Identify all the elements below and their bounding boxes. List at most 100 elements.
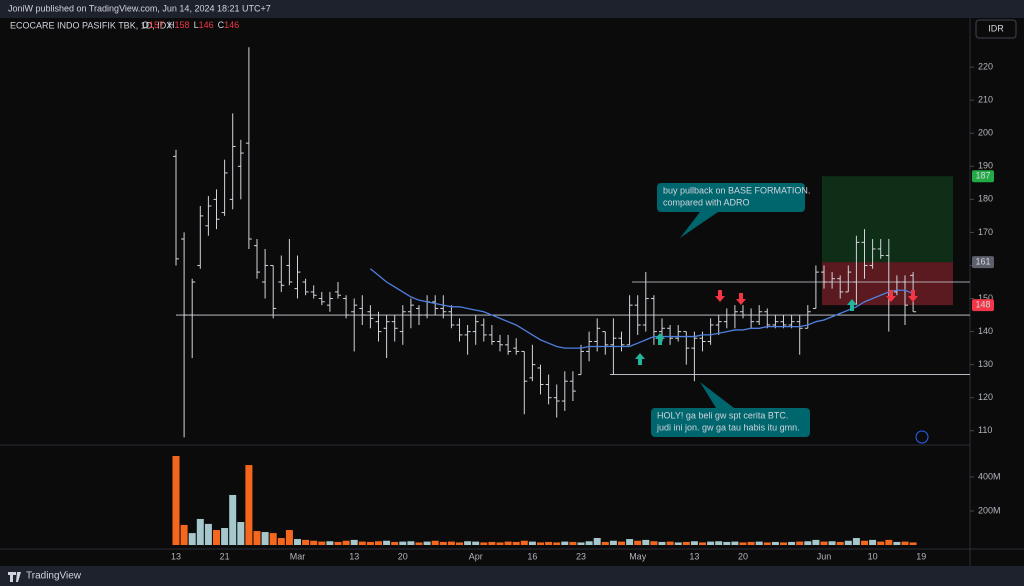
symbol-title: ECOCARE INDO PASIFIK TBK, 1D, IDX [10,20,172,30]
readout-value: 146 [199,20,214,30]
volume-bar [909,542,917,545]
volume-bar [577,542,585,545]
currency[interactable]: IDR [988,23,1004,33]
volume-bar [601,541,609,545]
volume-bar [666,541,674,545]
volume-bar [626,539,634,545]
y-tick-label: 190 [978,161,993,171]
volume-bar [350,539,358,545]
volume-tick-label: 400M [978,471,1001,481]
x-tick-label: 16 [527,551,537,561]
volume-bar [731,541,739,545]
y-tick-label: 150 [978,293,993,303]
volume-bar [229,494,237,545]
volume-bar [885,539,893,545]
volume-bar [537,542,544,545]
volume-bar [788,541,796,545]
down-arrow [736,293,746,305]
price-label: 161 [975,257,990,267]
volume-bar [869,539,877,545]
price-label-box [972,299,994,312]
volume-bar [642,539,650,545]
volume-bar [472,541,480,545]
volume-bar [658,541,666,545]
price-label: 187 [975,171,990,181]
x-tick-label: Apr [469,551,483,561]
volume-bar [690,541,698,545]
event-icon[interactable] [915,430,929,444]
publisher: JoniW published on TradingView.com, Jun … [8,3,271,13]
volume-bar [407,541,415,545]
volume-bar [383,540,391,545]
callouts: buy pullback on BASE FORMATION. compared… [651,183,810,437]
readout-label: L [194,20,199,30]
volume-bar [439,541,447,545]
price-label-box [972,256,994,269]
volume-bar [585,541,593,545]
y-tick-label: 170 [978,227,993,237]
volume-bar [618,541,625,545]
volume-bar [545,541,553,545]
volume-bar [366,541,374,545]
volume-bar [804,541,812,545]
y-tick-label: 180 [978,194,993,204]
x-tick-label: 20 [398,551,408,561]
volume-bar [609,540,617,545]
x-tick-label: 10 [868,551,878,561]
volume-bar [310,540,318,545]
callout-box [657,183,805,212]
y-tick-label: 130 [978,359,993,369]
x-tick-label: 20 [738,551,748,561]
down-arrow [886,290,896,302]
callout-text: buy pullback on BASE FORMATION. [663,185,810,195]
down-arrow [908,290,918,302]
volume-bar [269,533,277,545]
x-tick-label: 23 [576,551,586,561]
x-tick-label: 13 [349,551,359,561]
volume-bar [180,524,188,545]
volume-bar [828,541,836,545]
price-label-box [972,170,994,183]
footer-bar [0,566,1024,586]
volume-bar [512,541,520,545]
volume-bar [861,540,868,545]
up-arrow [635,353,645,365]
volume-bar [326,541,334,545]
callout-box [651,408,810,437]
volume-bar [358,541,366,545]
readout-label: H [168,20,175,30]
currency-button[interactable] [975,19,1017,39]
volume-bar [431,540,439,545]
volume-bar [504,541,512,545]
x-tick-label: 13 [689,551,699,561]
volume-bar [294,539,301,545]
volume-bar [204,523,212,545]
readout-value: 157 [149,20,164,30]
readout-label: C [218,20,225,30]
callout-pointer [700,382,734,408]
volume-bar [780,542,787,545]
volume-bar [747,541,755,545]
volume-bar [877,541,885,545]
volume-bar [561,541,569,545]
volume-bar [852,538,860,545]
readout-value: 158 [175,20,190,30]
x-tick-label: 19 [916,551,926,561]
volume-bar [723,541,731,545]
brand-logo [8,572,21,582]
volume-bar [375,541,382,545]
volume-bar [496,542,504,545]
x-tick-label: Jun [817,551,832,561]
volume-bar [715,541,723,545]
volume-bar [221,527,229,545]
volume-bar [650,541,658,545]
volume-bar [423,541,431,545]
readout-value: 146 [224,20,239,30]
volume-bar [553,542,561,545]
volume-bar [391,541,399,545]
y-tick-label: 210 [978,95,993,105]
brand: TradingView [26,571,82,582]
volume-bar [318,541,326,545]
